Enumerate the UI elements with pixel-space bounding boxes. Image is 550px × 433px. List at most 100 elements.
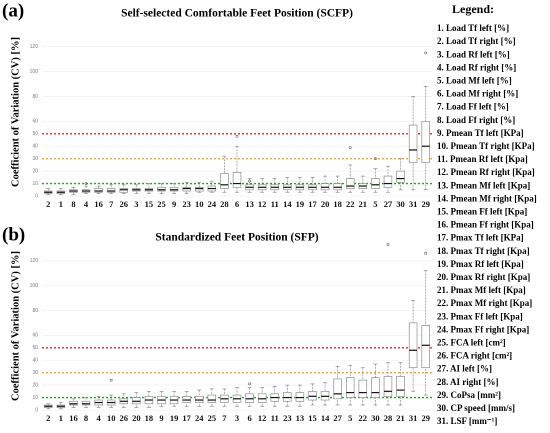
box xyxy=(157,186,166,192)
x-tick-label: 10 xyxy=(195,199,204,209)
legend-item: 4. Load Rf right [%] xyxy=(437,62,516,72)
legend-item: 15. Pmean Ff left [Kpa] xyxy=(437,206,527,216)
reference-label: 10 xyxy=(32,181,38,187)
x-tick-label: 17 xyxy=(182,413,191,423)
box xyxy=(396,170,405,183)
legend-item: 24. Pmax Ff right [Kpa] xyxy=(437,324,529,334)
x-tick-label: 1 xyxy=(59,199,63,209)
x-tick-label: 8 xyxy=(71,199,75,209)
box xyxy=(245,393,254,403)
legend-item: 1. Load Tf left [%] xyxy=(437,23,509,33)
box xyxy=(408,322,418,369)
box xyxy=(333,183,342,191)
y-tick-label: 40 xyxy=(32,358,38,364)
box xyxy=(195,186,204,192)
reference-label: 50 xyxy=(32,345,38,351)
legend-item: 16. Pmean Ff right [Kpa] xyxy=(437,220,534,230)
x-tick-label: 27 xyxy=(384,199,393,209)
legend-item: 13. Pmean Mf left [Kpa] xyxy=(437,180,530,190)
legend-item: 23. Pmax Ff left [Kpa] xyxy=(437,311,523,321)
box xyxy=(371,178,380,189)
reference-label: 10 xyxy=(32,395,38,401)
x-tick-label: 8 xyxy=(84,413,88,423)
x-tick-label: 26 xyxy=(120,199,129,209)
x-tick-label: 27 xyxy=(333,413,342,423)
x-tick-label: 20 xyxy=(132,413,141,423)
y-axis-label: Coefficient of Variation (CV) [%] xyxy=(10,37,21,187)
legend-item: 10. Pmean Tf right [KPa] xyxy=(437,141,535,151)
x-tick-label: 13 xyxy=(245,199,254,209)
box xyxy=(220,173,229,189)
y-tick-label: 20 xyxy=(32,168,38,174)
legend-item: 17. Pmax Tf left [KPa] xyxy=(437,233,524,243)
x-tick-label: 17 xyxy=(308,199,317,209)
legend-item: 30. CP speed [mm/s] xyxy=(437,403,515,413)
outlier xyxy=(373,157,377,161)
panel-label: (b) xyxy=(2,224,25,245)
x-tick-label: 4 xyxy=(84,199,89,209)
legend-item: 8. Load Ff right [%] xyxy=(437,115,515,125)
x-tick-label: 28 xyxy=(220,199,229,209)
y-tick-label: 80 xyxy=(32,94,38,100)
x-tick-label: 16 xyxy=(69,413,78,423)
legend-item: 27. AI left [%] xyxy=(437,364,492,374)
x-tick-label: 31 xyxy=(409,413,418,423)
x-tick-label: 14 xyxy=(283,199,292,209)
x-tick-label: 20 xyxy=(321,199,330,209)
x-tick-label: 6 xyxy=(235,199,239,209)
x-tick-label: 7 xyxy=(109,199,114,209)
box xyxy=(345,178,355,189)
legend-title: Legend: xyxy=(452,2,494,16)
legend-item: 2. Load Tf right [%] xyxy=(437,36,516,46)
box xyxy=(383,376,393,397)
y-tick-label: 60 xyxy=(32,333,38,339)
x-tick-label: 9 xyxy=(159,413,163,423)
x-tick-label: 31 xyxy=(409,199,418,209)
x-tick-label: 22 xyxy=(359,413,368,423)
x-tick-label: 23 xyxy=(182,199,191,209)
x-tick-label: 19 xyxy=(296,199,305,209)
box xyxy=(69,400,78,406)
x-tick-label: 18 xyxy=(145,413,154,423)
x-tick-label: 25 xyxy=(157,199,166,209)
legend-item: 14. Pmean Mf right [Kpa] xyxy=(437,193,537,203)
legend-item: 11. Pmean Rf left [Kpa] xyxy=(437,154,528,164)
legend-item: 31. LSF [mm⁻¹] xyxy=(437,416,497,426)
x-tick-label: 5 xyxy=(373,199,377,209)
outlier xyxy=(248,179,251,183)
box xyxy=(81,400,91,406)
y-tick-label: 120 xyxy=(30,258,39,264)
x-tick-label: 2 xyxy=(46,199,50,209)
box xyxy=(257,393,267,403)
box xyxy=(320,390,330,401)
legend-item: 9. Pmean Tf left [KPa] xyxy=(437,128,524,138)
x-tick-label: 2 xyxy=(46,413,50,423)
x-tick-label: 16 xyxy=(94,199,103,209)
legend: 1. Load Tf left [%] 2. Load Tf right [%] 3… xyxy=(437,23,537,426)
box xyxy=(408,124,418,163)
legend-item: 28. AI right [%] xyxy=(437,377,499,387)
box xyxy=(94,188,103,193)
x-tick-label: 11 xyxy=(271,199,279,209)
x-tick-label: 26 xyxy=(120,413,129,423)
x-tick-label: 23 xyxy=(283,413,292,423)
box xyxy=(195,395,204,403)
x-tick-label: 29 xyxy=(421,413,430,423)
panel-title: Standardized Feet Position (SFP) xyxy=(155,232,318,244)
x-tick-label: 24 xyxy=(208,199,217,209)
y-tick-label: 120 xyxy=(30,44,39,50)
legend-item: 21. Pmax Mf left [Kpa] xyxy=(437,285,526,295)
x-tick-label: 10 xyxy=(107,413,116,423)
box xyxy=(132,397,141,405)
x-tick-label: 14 xyxy=(321,413,330,423)
reference-label: 30 xyxy=(32,156,38,162)
legend-item: 20. Pmax Rf right [Kpa] xyxy=(437,272,530,282)
x-tick-label: 5 xyxy=(348,413,352,423)
box xyxy=(295,392,305,402)
y-tick-label: 40 xyxy=(32,144,38,150)
outlier xyxy=(235,134,239,138)
x-tick-label: 13 xyxy=(296,413,305,423)
x-tick-label: 7 xyxy=(222,413,227,423)
